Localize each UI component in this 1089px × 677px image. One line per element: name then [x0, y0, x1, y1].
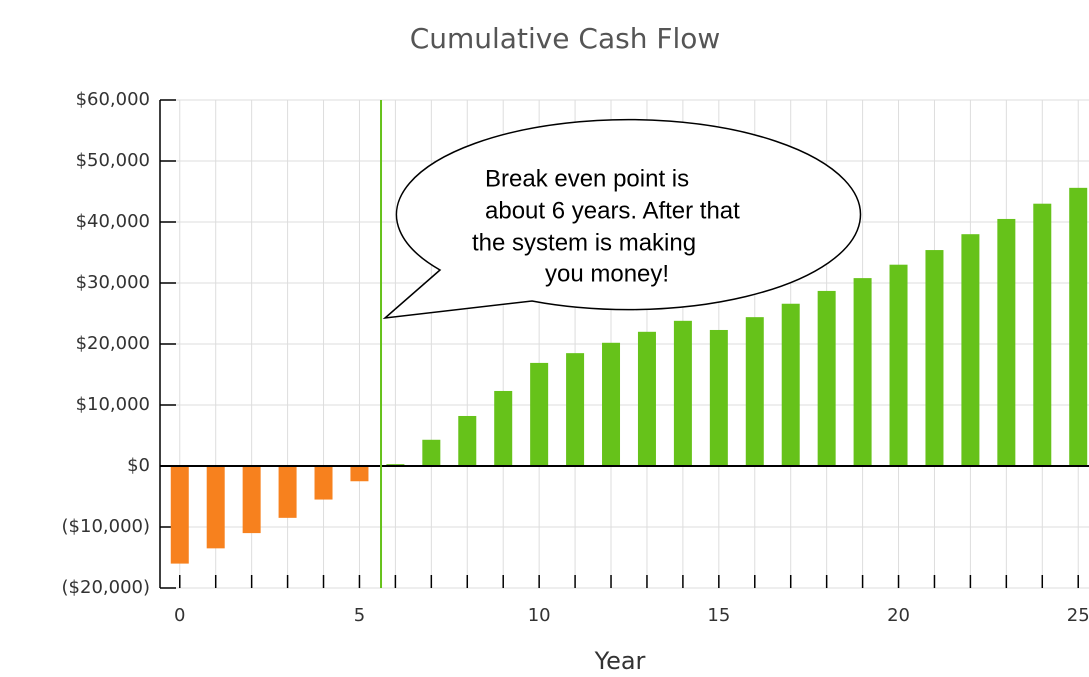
x-tick-label: 5 — [354, 605, 365, 626]
y-tick-label: $0 — [127, 455, 150, 476]
bar — [494, 390, 513, 466]
bar — [781, 303, 800, 466]
bar — [1033, 203, 1052, 466]
bar — [170, 466, 189, 564]
bar — [314, 466, 333, 500]
callout: Break even point is about 6 years. After… — [382, 118, 862, 320]
bar — [422, 439, 441, 466]
bar — [745, 317, 764, 466]
x-tick-label: 20 — [887, 605, 910, 626]
bar — [566, 353, 585, 466]
bar — [673, 320, 692, 466]
bar — [817, 290, 836, 466]
chart-title: Cumulative Cash Flow — [410, 22, 721, 55]
bar — [278, 466, 297, 518]
y-tick-label: ($20,000) — [62, 577, 150, 598]
speech-bubble — [382, 118, 862, 320]
y-tick-label: $50,000 — [76, 150, 150, 171]
bar — [1069, 187, 1088, 466]
bar — [242, 466, 261, 534]
bar — [637, 331, 656, 466]
bar — [602, 342, 621, 466]
annotation-line: the system is making — [472, 229, 696, 256]
bar — [889, 264, 908, 466]
y-tick-label: $60,000 — [76, 89, 150, 110]
bar — [925, 250, 944, 466]
annotation-line: Break even point is — [485, 165, 689, 192]
x-tick-label: 15 — [707, 605, 730, 626]
bar — [961, 234, 980, 466]
bar — [458, 415, 477, 466]
bar — [997, 218, 1016, 466]
x-axis-title: Year — [594, 647, 646, 675]
y-tick-label: $10,000 — [76, 394, 150, 415]
x-tick-label: 10 — [528, 605, 551, 626]
bar — [350, 466, 369, 482]
annotation-line: you money! — [545, 260, 669, 287]
bar — [709, 329, 728, 466]
x-tick-label: 0 — [174, 605, 185, 626]
y-tick-label: $30,000 — [76, 272, 150, 293]
annotation-line: about 6 years. After that — [485, 197, 740, 224]
y-tick-label: $40,000 — [76, 211, 150, 232]
bar — [206, 466, 225, 549]
y-tick-label: $20,000 — [76, 333, 150, 354]
y-tick-label: ($10,000) — [62, 516, 150, 537]
x-tick-label: 25 — [1067, 605, 1089, 626]
plot-area: ($20,000) ($10,000) $0 $10,000 $20,000 $30,00… — [62, 89, 1089, 626]
bar — [853, 278, 872, 466]
bar — [530, 362, 549, 466]
